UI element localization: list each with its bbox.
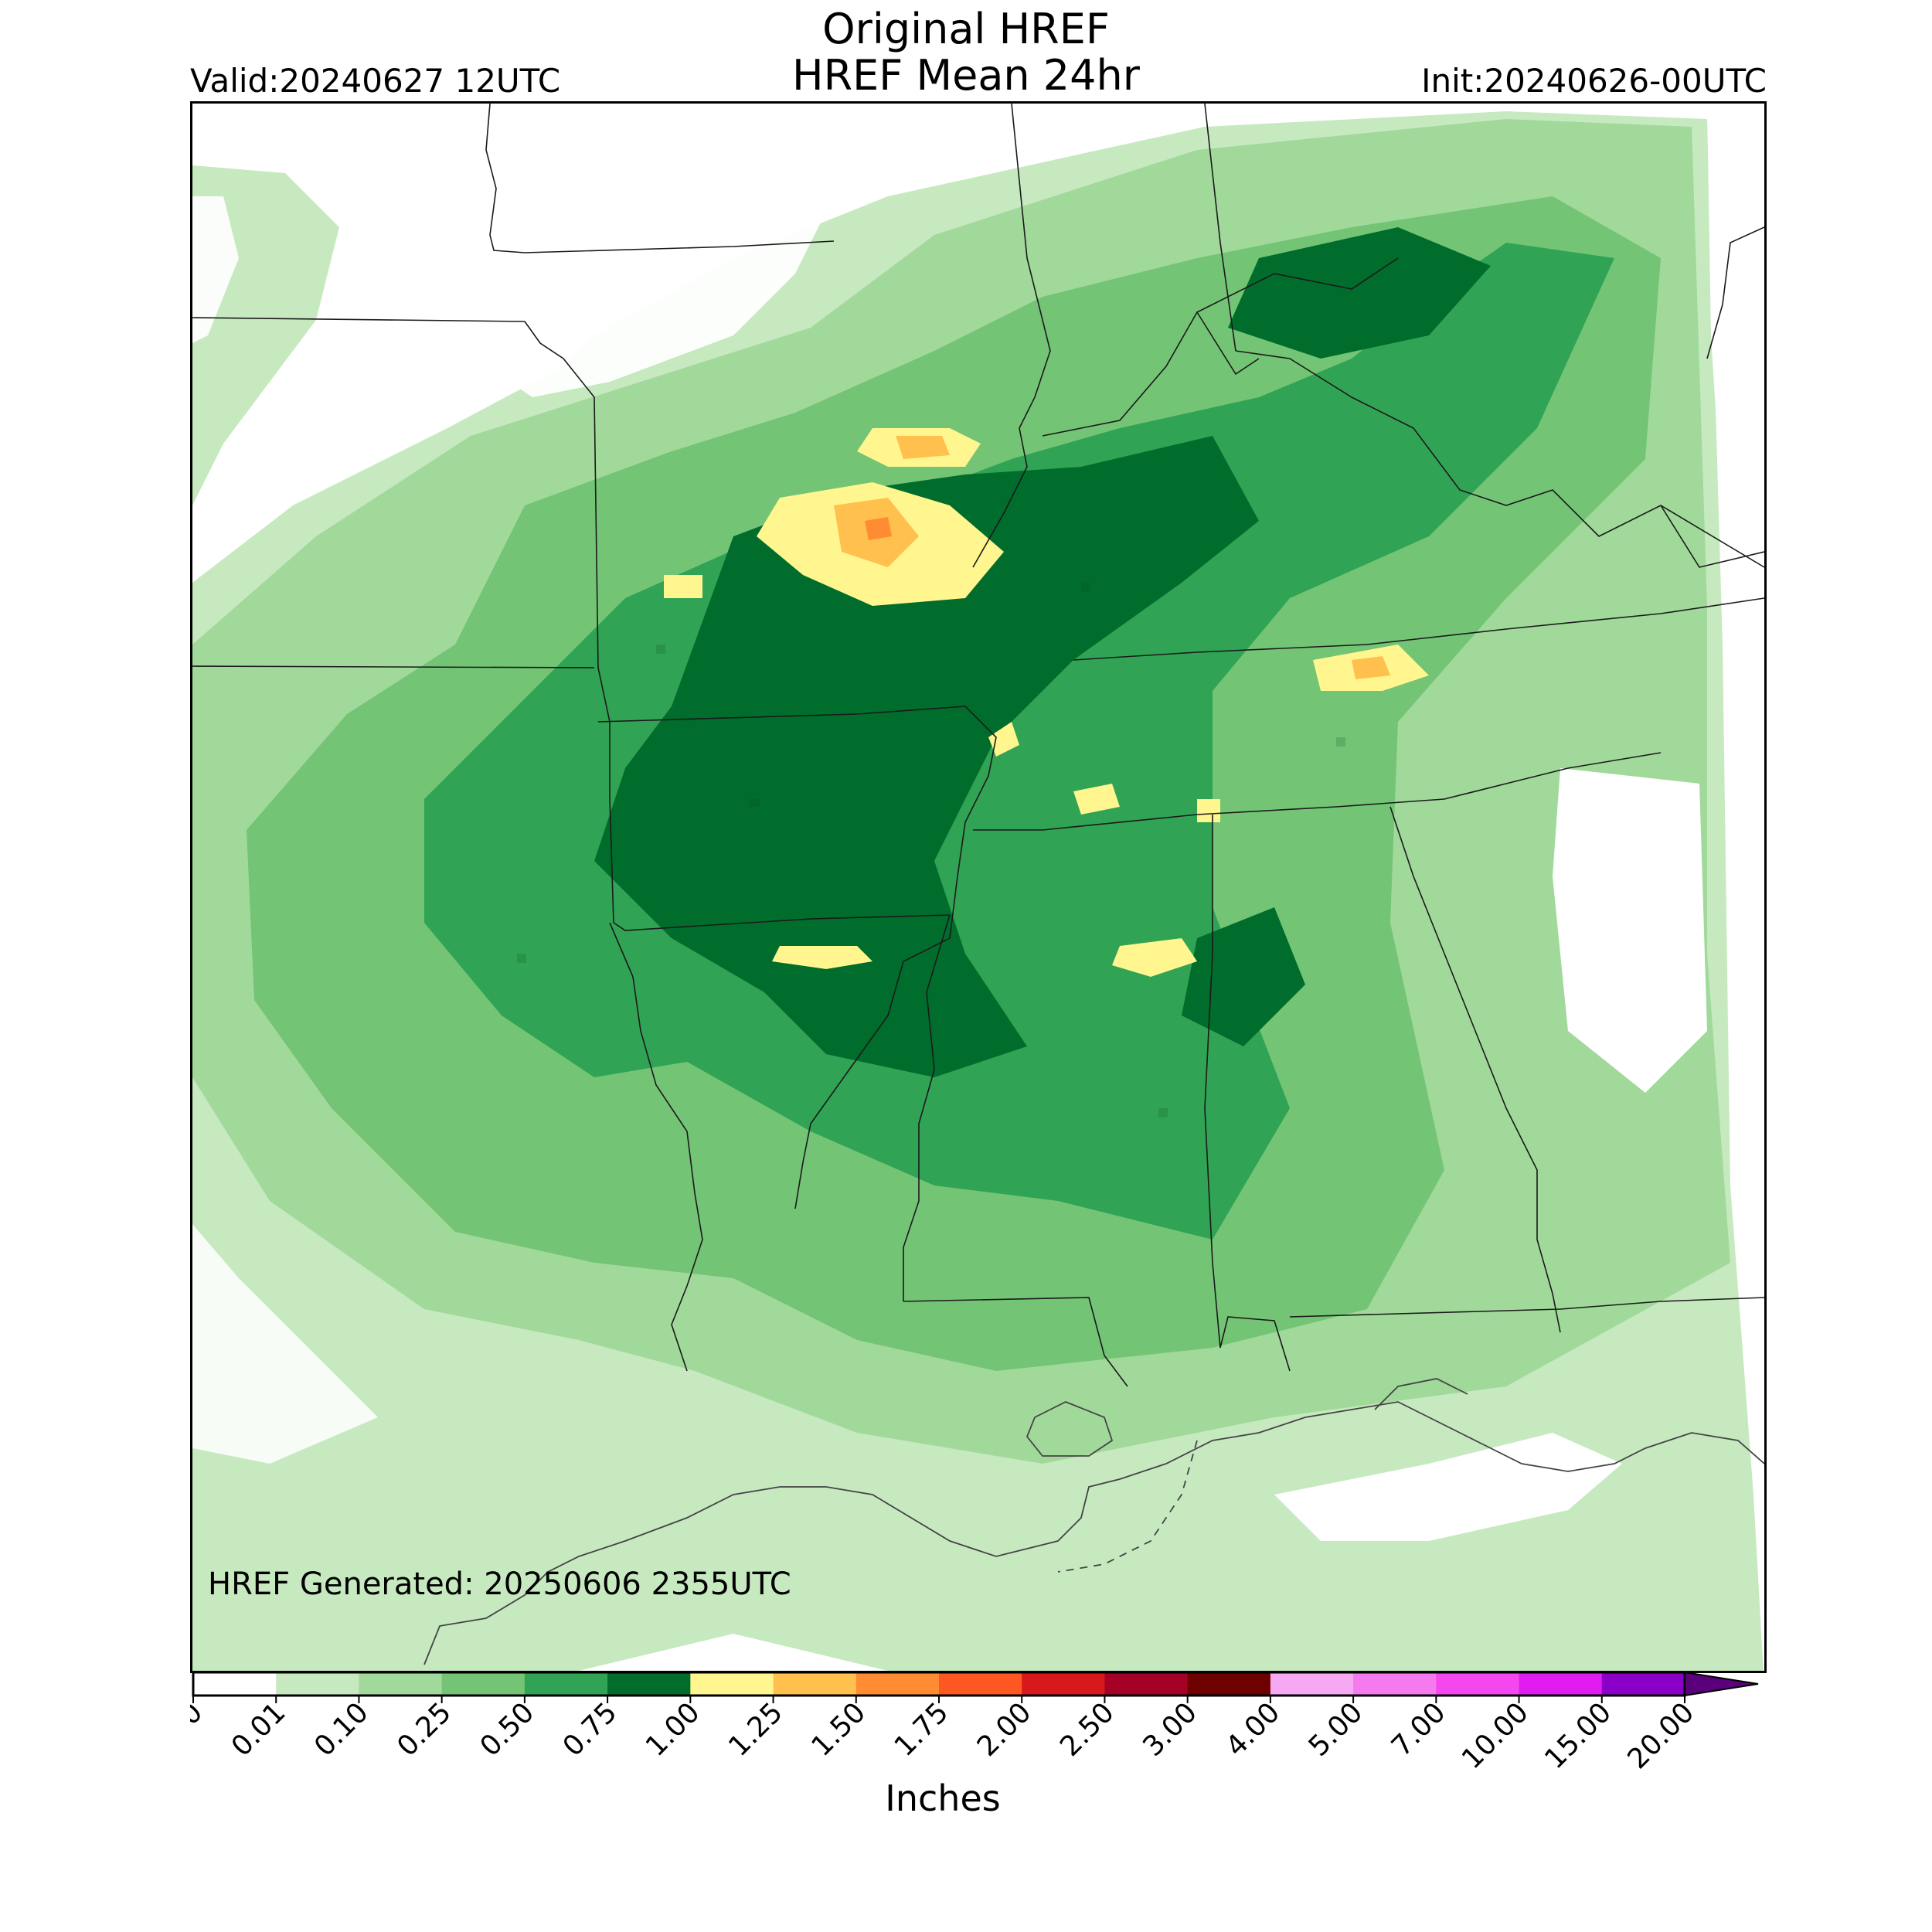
colorbar-swatch bbox=[1601, 1672, 1685, 1696]
colorbar-tick-label: 1.50 bbox=[805, 1696, 872, 1763]
gulf-coastline bbox=[423, 1378, 1764, 1665]
colorbar-tick-label: 1.75 bbox=[889, 1696, 955, 1763]
colorbar-tick-label: 1.25 bbox=[723, 1696, 789, 1763]
precip-area-quarter bbox=[1352, 656, 1390, 679]
colorbar-tick-label: 0.50 bbox=[474, 1696, 541, 1763]
colorbar-tick-label: 7.00 bbox=[1386, 1696, 1452, 1763]
colorbar-swatch bbox=[1187, 1672, 1271, 1696]
colorbar-tick-label: 0.00 bbox=[190, 1696, 209, 1763]
colorbar-swatch bbox=[1022, 1672, 1105, 1696]
colorbar-swatch bbox=[1270, 1672, 1354, 1696]
colorbar-tick-label: 15.00 bbox=[1539, 1696, 1617, 1775]
init-time-label: Init:20240626-00UTC bbox=[1421, 62, 1767, 100]
colorbar-swatch bbox=[1353, 1672, 1437, 1696]
colorbar-tick-label: 2.50 bbox=[1054, 1696, 1121, 1763]
precip-area-one bbox=[1073, 784, 1120, 815]
precip-area-one bbox=[772, 946, 872, 969]
precip-area-one bbox=[988, 722, 1019, 757]
colorbar-tick-label: 3.00 bbox=[1137, 1696, 1203, 1763]
precip-area-heavy bbox=[424, 243, 1614, 1240]
colorbar-tick-label: 0.25 bbox=[391, 1696, 457, 1763]
colorbar-swatch bbox=[1519, 1672, 1603, 1696]
fine-texture bbox=[517, 583, 1345, 1117]
title-line-1: Original HREF bbox=[822, 5, 1110, 53]
colorbar-tick-label: 10.00 bbox=[1456, 1696, 1535, 1775]
colorbar-swatch bbox=[607, 1672, 691, 1696]
colorbar-tick-label: 20.00 bbox=[1621, 1696, 1700, 1775]
colorbar: 0.00 0.01 0.10 0.25 0.50 0.75 1.00 1.25 1.50 1.75… bbox=[190, 1671, 1759, 1775]
colorbar-tick-label: 1.00 bbox=[640, 1696, 706, 1763]
colorbar-ticks: 0.00 0.01 0.10 0.25 0.50 0.75 1.00 1.25 1.50 1.75… bbox=[190, 1696, 1700, 1775]
colorbar-tick-label: 5.00 bbox=[1303, 1696, 1369, 1763]
colorbar-tick-label: 2.00 bbox=[971, 1696, 1038, 1763]
precip-area-half bbox=[865, 517, 892, 540]
state-borders bbox=[192, 104, 1764, 1387]
colorbar-swatch bbox=[773, 1672, 857, 1696]
colorbar-swatch bbox=[524, 1672, 608, 1696]
precip-shading bbox=[192, 111, 1764, 1671]
precip-area-vheavy bbox=[594, 436, 1259, 1077]
colorbar-tick-label: 0.01 bbox=[226, 1696, 292, 1763]
colorbar-swatch bbox=[441, 1672, 526, 1696]
colorbar-swatch bbox=[1436, 1672, 1520, 1696]
colorbar-swatch bbox=[690, 1672, 774, 1696]
generated-timestamp: HREF Generated: 20250606 2355UTC bbox=[208, 1566, 791, 1602]
colorbar-tick-label: 4.00 bbox=[1220, 1696, 1287, 1763]
colorbar-swatch bbox=[855, 1672, 940, 1696]
precip-area-vheavy bbox=[1228, 227, 1491, 359]
colorbar-swatch bbox=[939, 1672, 1022, 1696]
colorbar-label: Inches bbox=[885, 1777, 1001, 1819]
colorbar-tick-label: 0.75 bbox=[557, 1696, 624, 1763]
precip-map[interactable]: HREF Generated: 20250606 2355UTC bbox=[190, 101, 1767, 1673]
colorbar-swatch bbox=[276, 1672, 359, 1696]
precip-map-canvas bbox=[192, 104, 1764, 1671]
precip-area-one bbox=[1197, 799, 1220, 822]
colorbar-swatches bbox=[192, 1671, 1686, 1697]
valid-time-label: Valid:20240627 12UTC bbox=[190, 62, 561, 100]
dry-areas bbox=[192, 104, 1764, 1541]
colorbar-swatch bbox=[359, 1672, 443, 1696]
colorbar-extend-arrow bbox=[1684, 1671, 1759, 1697]
precip-area-one bbox=[664, 575, 702, 598]
title-line-2: HREF Mean 24hr bbox=[792, 51, 1140, 100]
precip-area-one bbox=[1112, 938, 1197, 977]
colorbar-swatch bbox=[193, 1672, 277, 1696]
colorbar-tick-label: 0.10 bbox=[308, 1696, 375, 1763]
colorbar-swatch bbox=[1104, 1672, 1189, 1696]
precip-area-quarter bbox=[896, 436, 950, 459]
